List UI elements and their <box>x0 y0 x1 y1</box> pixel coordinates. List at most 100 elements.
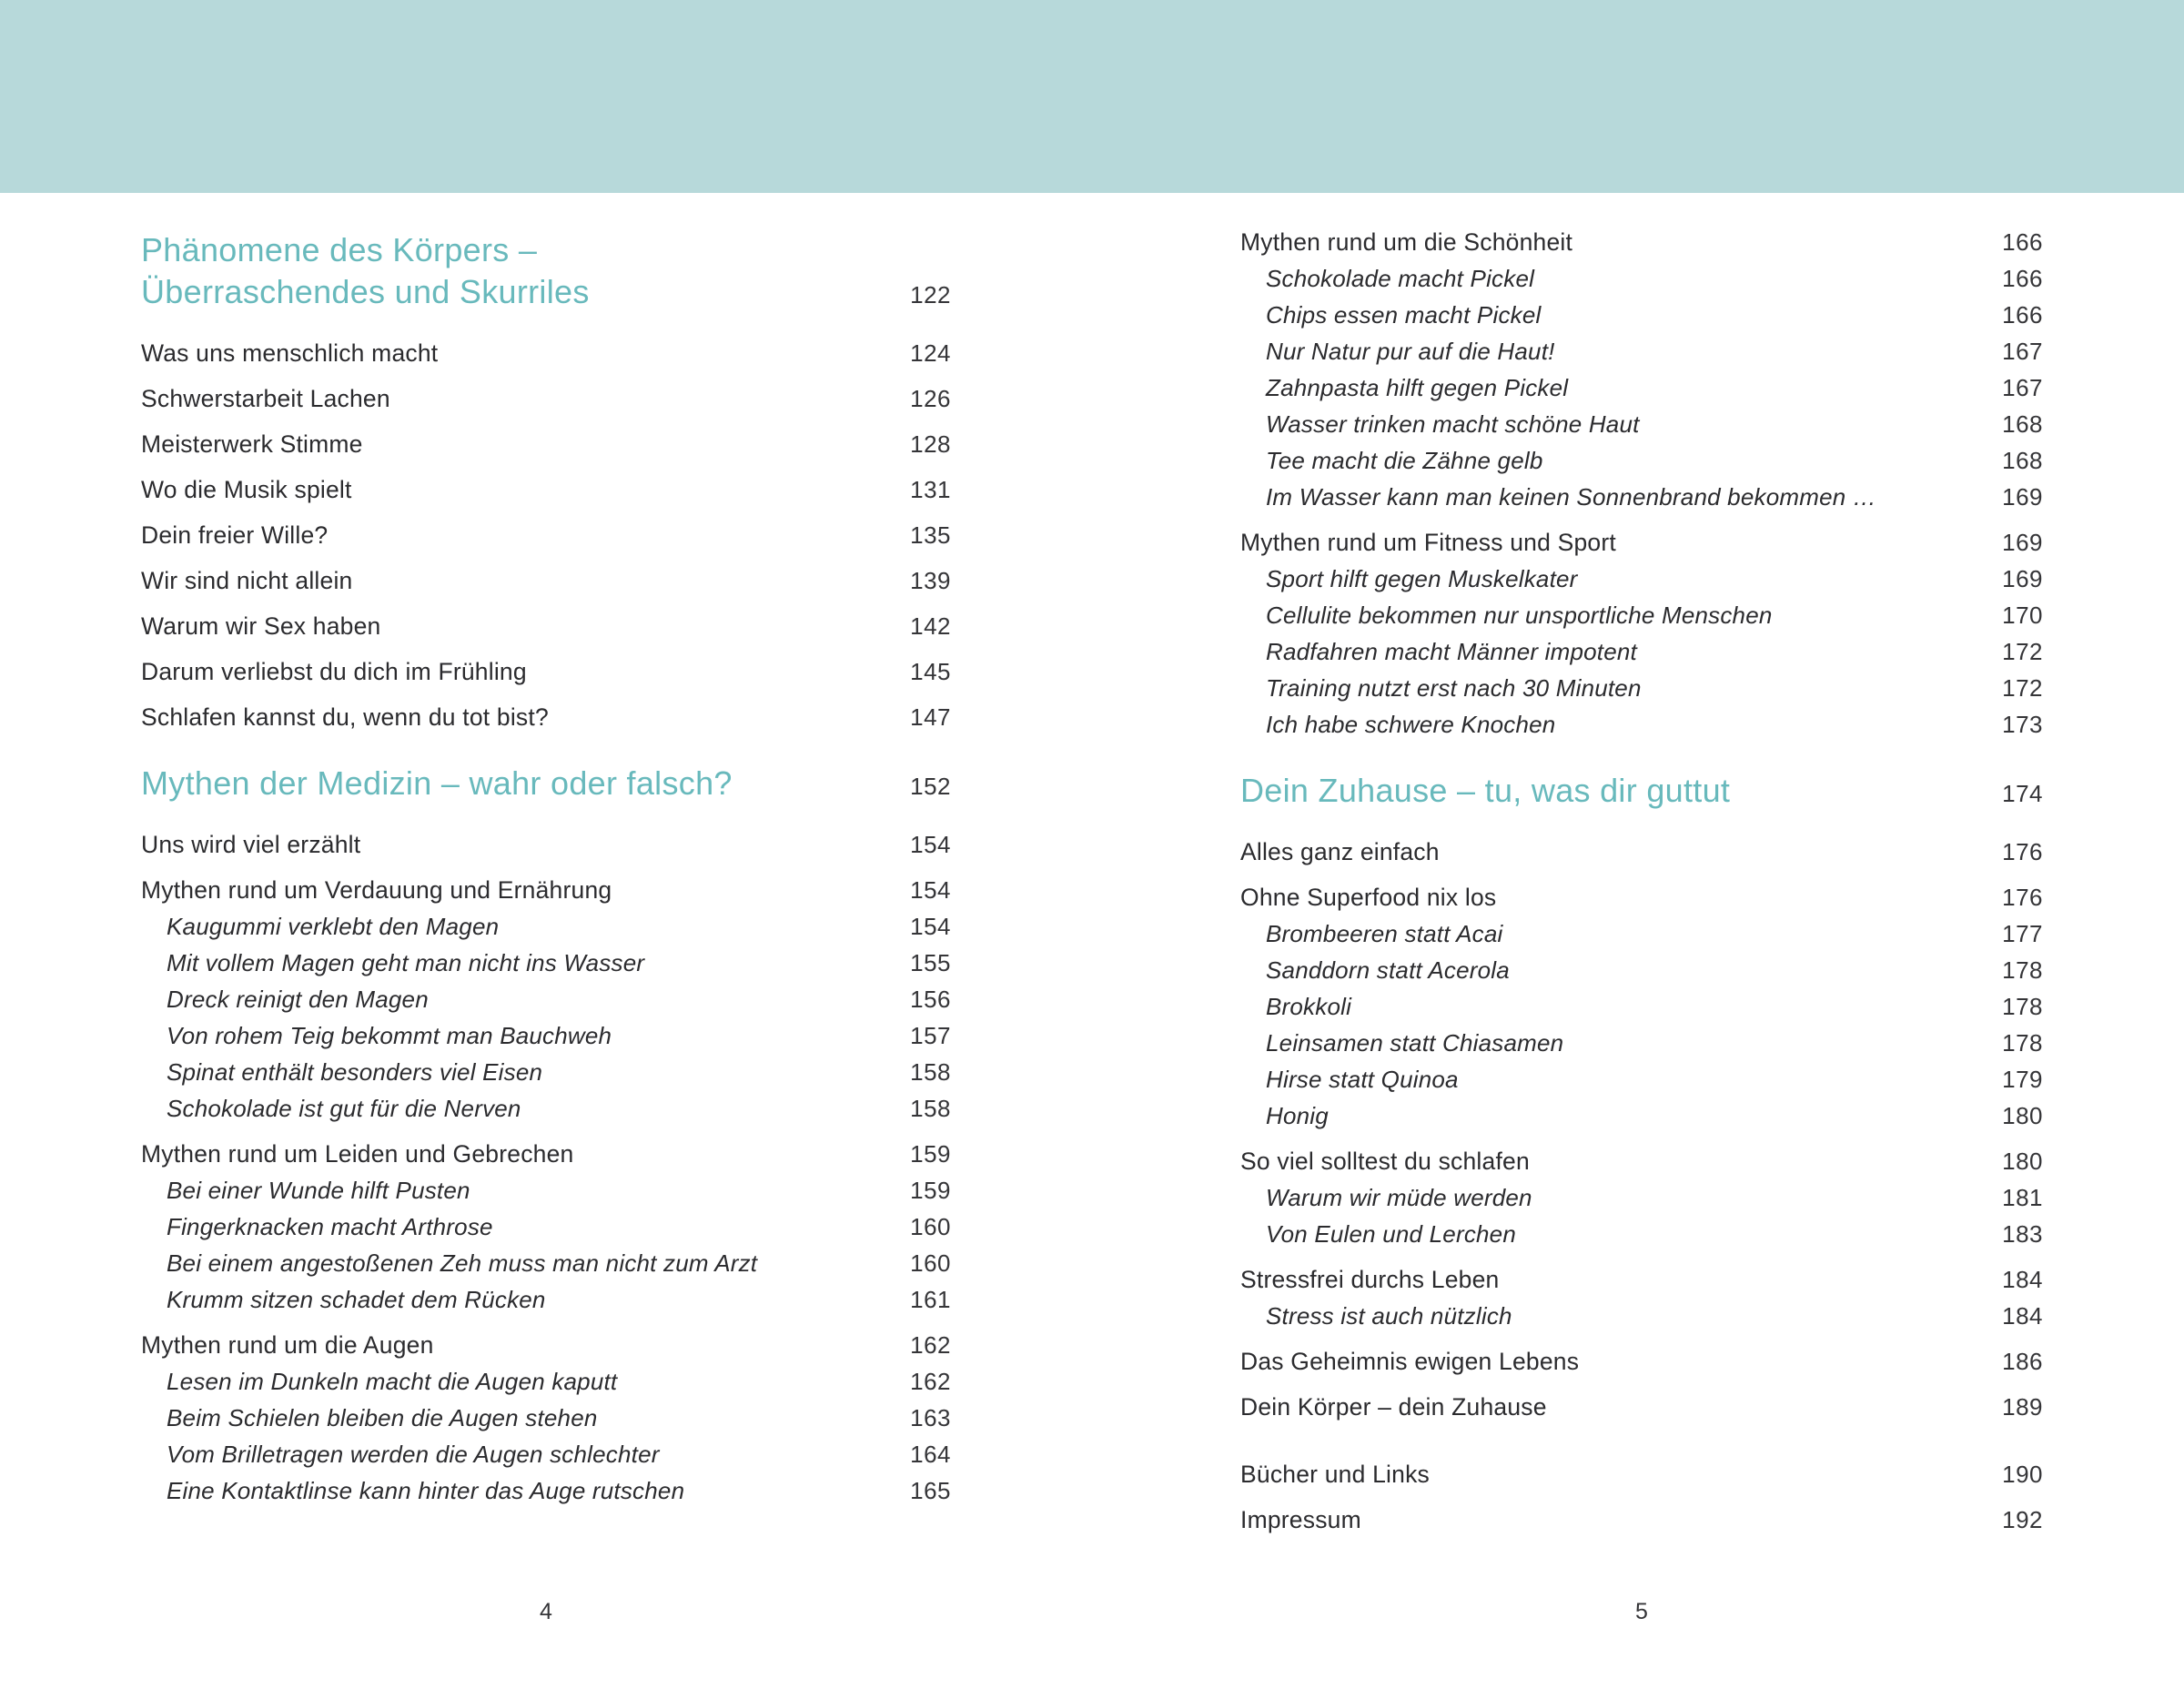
toc-entry-page-number: 180 <box>2002 1148 2043 1175</box>
toc-entry-title: Mythen der Medizin – wahr oder falsch? <box>141 764 733 802</box>
toc-entry-title: Bei einer Wunde hilft Pusten <box>167 1177 470 1204</box>
toc-subentry-row: Sanddorn statt Acerola 178 <box>1240 957 2043 983</box>
toc-subentry-row: Zahnpasta hilft gegen Pickel 167 <box>1240 375 2043 400</box>
toc-subentry-row: Brokkoli 178 <box>1240 994 2043 1019</box>
toc-entry-page-number: 169 <box>2002 565 2043 592</box>
toc-entry-page-number: 163 <box>910 1404 951 1431</box>
toc-entry-title: Stressfrei durchs Leben <box>1240 1266 1500 1293</box>
toc-entry-page-number: 156 <box>910 986 951 1013</box>
toc-entry-page-number: 183 <box>2002 1220 2043 1248</box>
toc-entry-row: Schlafen kannst du, wenn du tot bist? 147 <box>141 704 951 730</box>
toc-entry-title: Krumm sitzen schadet dem Rücken <box>167 1286 546 1313</box>
toc-entry-row: Bücher und Links 190 <box>1240 1461 2043 1487</box>
toc-entry-row: Mythen rund um Fitness und Sport 169 <box>1240 530 2043 555</box>
toc-entry-page-number: 165 <box>910 1477 951 1504</box>
toc-entry-title: Mythen rund um Leiden und Gebrechen <box>141 1140 574 1168</box>
toc-entry-page-number: 179 <box>2002 1066 2043 1093</box>
toc-entry-title: Fingerknacken macht Arthrose <box>167 1213 493 1240</box>
toc-entry-page-number: 172 <box>2002 674 2043 702</box>
toc-right-page: Mythen rund um die Schönheit 166 Schokolad… <box>1240 229 2043 1532</box>
toc-entry-title: Von rohem Teig bekommt man Bauchweh <box>167 1022 612 1049</box>
toc-entry-page-number: 178 <box>2002 993 2043 1020</box>
header-band <box>0 0 2184 193</box>
toc-entry-page-number: 128 <box>910 430 951 458</box>
toc-entry-title: Zahnpasta hilft gegen Pickel <box>1266 374 1569 401</box>
toc-entry-row: Ohne Superfood nix los 176 <box>1240 885 2043 910</box>
toc-entry-page-number: 126 <box>910 385 951 412</box>
toc-subentry-row: Von rohem Teig bekommt man Bauchweh 157 <box>141 1023 951 1048</box>
toc-entry-title: Nur Natur pur auf die Haut! <box>1266 338 1555 365</box>
toc-entry-row: Impressum 192 <box>1240 1507 2043 1532</box>
toc-entry-title: Was uns menschlich macht <box>141 339 439 367</box>
toc-entry-title: Sanddorn statt Acerola <box>1266 956 1510 984</box>
toc-entry-title: Im Wasser kann man keinen Sonnenbrand be… <box>1266 483 1877 511</box>
toc-subentry-row: Beim Schielen bleiben die Augen stehen 16… <box>141 1405 951 1431</box>
toc-entry-page-number: 167 <box>2002 374 2043 401</box>
toc-entry-page-number: 173 <box>2002 711 2043 738</box>
toc-entry-page-number: 139 <box>910 567 951 594</box>
toc-subentry-row: Schokolade macht Pickel 166 <box>1240 266 2043 291</box>
toc-entry-page-number: 145 <box>910 658 951 685</box>
toc-entry-page-number: 152 <box>910 773 951 800</box>
toc-subentry-row: Hirse statt Quinoa 179 <box>1240 1067 2043 1092</box>
toc-entry-page-number: 124 <box>910 339 951 367</box>
toc-entry-row: Was uns menschlich macht 124 <box>141 340 951 366</box>
toc-entry-title: Sport hilft gegen Muskelkater <box>1266 565 1578 592</box>
toc-subentry-row: Von Eulen und Lerchen 183 <box>1240 1221 2043 1247</box>
toc-entry-row: Uns wird viel erzählt 154 <box>141 832 951 857</box>
toc-entry-row: Dein Körper – dein Zuhause 189 <box>1240 1394 2043 1420</box>
toc-subentry-row: Eine Kontaktlinse kann hinter das Auge r… <box>141 1478 951 1503</box>
toc-entry-page-number: 167 <box>2002 338 2043 365</box>
toc-entry-page-number: 142 <box>910 612 951 640</box>
toc-entry-row: Wir sind nicht allein 139 <box>141 568 951 593</box>
toc-entry-page-number: 155 <box>910 949 951 976</box>
toc-subentry-row: Bei einem angestoßenen Zeh muss man nich… <box>141 1250 951 1276</box>
toc-entry-title: Training nutzt erst nach 30 Minuten <box>1266 674 1642 702</box>
toc-subentry-row: Nur Natur pur auf die Haut! 167 <box>1240 339 2043 364</box>
toc-subentry-row: Honig 180 <box>1240 1103 2043 1128</box>
toc-entry-title: Chips essen macht Pickel <box>1266 301 1542 329</box>
toc-subentry-row: Fingerknacken macht Arthrose 160 <box>141 1214 951 1239</box>
toc-entry-row: Stressfrei durchs Leben 184 <box>1240 1267 2043 1292</box>
toc-entry-title: Lesen im Dunkeln macht die Augen kaputt <box>167 1368 618 1395</box>
toc-subentry-row: Mit vollem Magen geht man nicht ins Wass… <box>141 950 951 976</box>
toc-entry-row: Meisterwerk Stimme 128 <box>141 431 951 457</box>
toc-subentry-row: Im Wasser kann man keinen Sonnenbrand be… <box>1240 484 2043 510</box>
toc-entry-title: Meisterwerk Stimme <box>141 430 363 458</box>
toc-entry-title: Honig <box>1266 1102 1329 1129</box>
toc-entry-title: Mythen rund um die Augen <box>141 1331 434 1359</box>
toc-entry-title: Mythen rund um die Schönheit <box>1240 228 1573 256</box>
toc-entry-title: Beim Schielen bleiben die Augen stehen <box>167 1404 598 1431</box>
toc-entry-row: Warum wir Sex haben 142 <box>141 613 951 639</box>
toc-subentry-row: Krumm sitzen schadet dem Rücken 161 <box>141 1287 951 1312</box>
toc-entry-title: Dreck reinigt den Magen <box>167 986 429 1013</box>
toc-entry-title: Schwerstarbeit Lachen <box>141 385 390 412</box>
toc-entry-title: Mythen rund um Fitness und Sport <box>1240 529 1616 556</box>
toc-chapter-row: Mythen der Medizin – wahr oder falsch? 15… <box>141 763 951 804</box>
toc-subentry-row: Radfahren macht Männer impotent 172 <box>1240 639 2043 664</box>
toc-subentry-row: Vom Brilletragen werden die Augen schlec… <box>141 1441 951 1467</box>
toc-entry-page-number: 170 <box>2002 602 2043 629</box>
toc-entry-page-number: 166 <box>2002 265 2043 292</box>
toc-entry-row: Wo die Musik spielt 131 <box>141 477 951 502</box>
toc-entry-page-number: 189 <box>2002 1393 2043 1421</box>
toc-entry-title: Darum verliebst du dich im Frühling <box>141 658 527 685</box>
toc-entry-title: Von Eulen und Lerchen <box>1266 1220 1517 1248</box>
toc-subentry-row: Spinat enthält besonders viel Eisen 158 <box>141 1059 951 1085</box>
toc-entry-page-number: 168 <box>2002 410 2043 438</box>
page-number-right: 5 <box>1635 1599 1648 1624</box>
toc-entry-title: Dein Zuhause – tu, was dir guttut <box>1240 772 1731 809</box>
toc-subentry-row: Lesen im Dunkeln macht die Augen kaputt 1… <box>141 1369 951 1394</box>
toc-subentry-row: Ich habe schwere Knochen 173 <box>1240 712 2043 737</box>
toc-entry-title: Schokolade ist gut für die Nerven <box>167 1095 521 1122</box>
toc-entry-title: Hirse statt Quinoa <box>1266 1066 1459 1093</box>
toc-entry-title: Ich habe schwere Knochen <box>1266 711 1556 738</box>
toc-subentry-row: Bei einer Wunde hilft Pusten 159 <box>141 1178 951 1203</box>
toc-entry-title: Wo die Musik spielt <box>141 476 352 503</box>
toc-entry-page-number: 176 <box>2002 838 2043 865</box>
toc-entry-page-number: 164 <box>910 1441 951 1468</box>
toc-entry-page-number: 135 <box>910 521 951 549</box>
toc-subentry-row: Schokolade ist gut für die Nerven 158 <box>141 1096 951 1121</box>
toc-entry-page-number: 178 <box>2002 956 2043 984</box>
toc-entry-page-number: 176 <box>2002 884 2043 911</box>
